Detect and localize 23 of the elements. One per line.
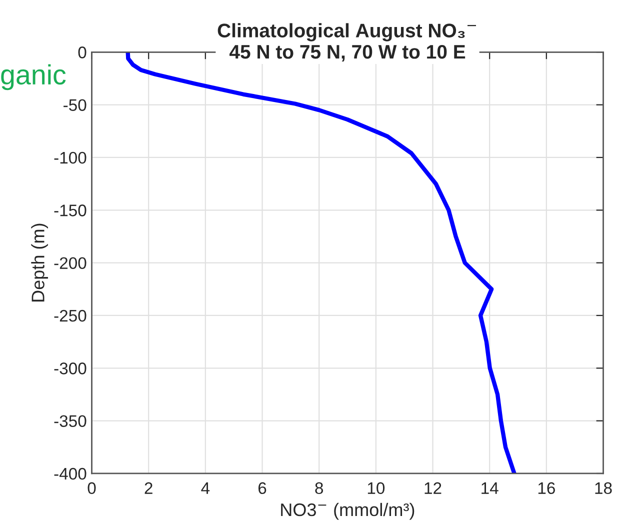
y-tick-label: -150 — [54, 204, 86, 216]
x-tick-label: 18 — [595, 482, 612, 494]
y-tick-label: -200 — [54, 257, 86, 270]
x-tick-label: 2 — [144, 482, 152, 494]
chart-title: Climatological August NO₃$^{−}$ 45 N to 75 N, 70 W to 10 E — [218, 23, 476, 62]
x-tick-label: 14 — [482, 482, 498, 494]
text: ganic — [1, 64, 66, 90]
x-tick-label: 8 — [315, 482, 324, 494]
y-tick-label: -350 — [54, 415, 86, 428]
y-tick-label: -50 — [64, 99, 86, 112]
y-tick-label: -400 — [54, 468, 86, 480]
x-tick-label: 12 — [424, 482, 442, 494]
y-tick-label: -100 — [54, 152, 86, 164]
x-tick-label: 16 — [538, 482, 555, 494]
x-tick-label: 0 — [88, 482, 96, 494]
x-tick-label: 10 — [368, 482, 385, 494]
y-axis-title: Depth (m) — [31, 224, 48, 302]
y-tick-label: -300 — [54, 362, 86, 374]
y-tick-label: -250 — [54, 310, 86, 322]
x-axis-title: NO3$^{−}$ (mmol/m³) — [281, 502, 414, 520]
x-tick-label: 6 — [258, 482, 266, 494]
y-tick-label: 0 — [78, 46, 86, 58]
x-tick-label: 4 — [201, 482, 210, 494]
